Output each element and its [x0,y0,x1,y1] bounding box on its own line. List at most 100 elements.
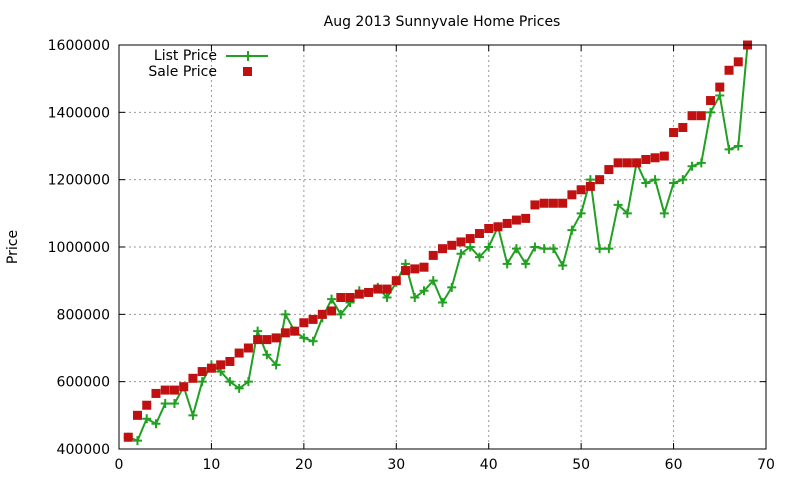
list-price-point [511,244,521,254]
list-price-point [447,282,457,292]
y-tick-label: 1200000 [48,173,110,189]
list-price-point [456,249,466,259]
sale-price-point [447,240,457,250]
sale-price-point [225,356,235,366]
y-axis-label: Price [5,230,21,264]
sale-price-point [271,333,281,343]
y-tick-label: 1000000 [48,240,110,256]
sale-price-point [308,314,318,324]
list-price-point [160,399,170,409]
list-price-point [428,276,438,286]
list-price-point [659,208,669,218]
series-layer [123,40,753,446]
list-price-point [382,293,392,302]
list-price-point [151,419,161,429]
x-tick-label: 10 [203,457,221,473]
sale-price-point [354,289,364,299]
list-price-point [410,293,420,302]
list-price-point [595,244,605,254]
list-price-point [225,377,235,387]
sale-price-point [604,165,614,175]
sale-price-point [327,306,337,316]
legend-marker-list-price [243,51,253,61]
list-price-point [308,336,318,346]
y-tick-label: 1600000 [48,38,110,54]
sale-price-point [715,82,725,92]
chart-title: Aug 2013 Sunnyvale Home Prices [324,14,561,30]
list-price-point [715,91,725,100]
axis-ticks: 0 10 20 30 40 50 60 70 400000 600000 800000 1000000… [48,38,775,473]
sale-price-point [197,367,207,377]
sale-price-point [262,335,272,345]
list-price-point [558,261,568,271]
sale-price-point [206,363,216,373]
x-tick-label: 40 [480,457,498,473]
list-price-point [169,399,179,409]
sale-price-point [317,309,327,319]
x-tick-label: 0 [115,457,124,473]
sale-price-point [724,65,734,75]
plot-frame [118,44,767,450]
list-price-point [188,410,198,420]
legend: List Price Sale Price [148,48,268,80]
sale-price-point [493,222,503,232]
sale-price-point [391,276,401,286]
legend-marker-sale-price [243,67,252,76]
list-price-point [724,144,734,154]
list-price-point [327,294,337,304]
sale-price-point [401,266,411,276]
list-price-point [669,178,679,188]
list-price-point [474,252,484,262]
y-tick-label: 1400000 [48,105,110,121]
sale-price-point [613,158,623,168]
list-price-point [530,242,540,252]
sale-price-point [336,293,346,302]
sale-price-point [595,175,605,185]
legend-label-sale-price: Sale Price [148,64,217,80]
sale-price-point [585,181,595,191]
sale-price-point [410,264,420,274]
sale-price-point [502,218,512,228]
sale-price-point [253,335,263,345]
sale-price-point [696,111,706,121]
y-tick-label: 600000 [57,375,110,391]
sale-price-point [438,244,447,254]
list-price-point [197,377,207,387]
list-price-point [604,244,614,254]
legend-label-list-price: List Price [154,48,217,64]
list-price-point [262,350,272,360]
list-price-point [419,286,429,296]
sale-price-point [622,158,632,168]
sale-price-point [456,237,466,247]
list-price-point [650,175,660,185]
sale-price-point [179,382,189,392]
sale-price-point [530,200,540,210]
list-price-point [696,158,706,168]
list-price-point [234,383,244,393]
list-price-point [465,242,475,252]
list-price-point [687,161,697,171]
sale-price-point [234,348,244,358]
list-price-point [576,208,586,218]
sale-price-point [169,385,179,395]
sale-price-point [706,96,716,106]
sale-price-point [521,213,531,223]
x-tick-label: 70 [757,457,775,473]
sale-price-point [669,128,679,138]
list-price-point [622,208,632,218]
list-price-point [548,244,558,254]
y-tick-label: 400000 [57,442,110,458]
sale-price-point [548,198,558,208]
sale-price-point [382,284,392,294]
sale-price-point [364,287,374,297]
sale-price-point [650,153,660,163]
sale-price-point [280,328,290,338]
sale-price-point [151,388,161,398]
sale-price-point [299,318,309,328]
list-price-point [706,107,716,117]
sale-price-point [632,158,642,168]
sale-price-point [484,223,494,233]
sale-price-point [243,343,253,353]
list-price-point [521,259,531,269]
sale-price-point [373,284,383,294]
